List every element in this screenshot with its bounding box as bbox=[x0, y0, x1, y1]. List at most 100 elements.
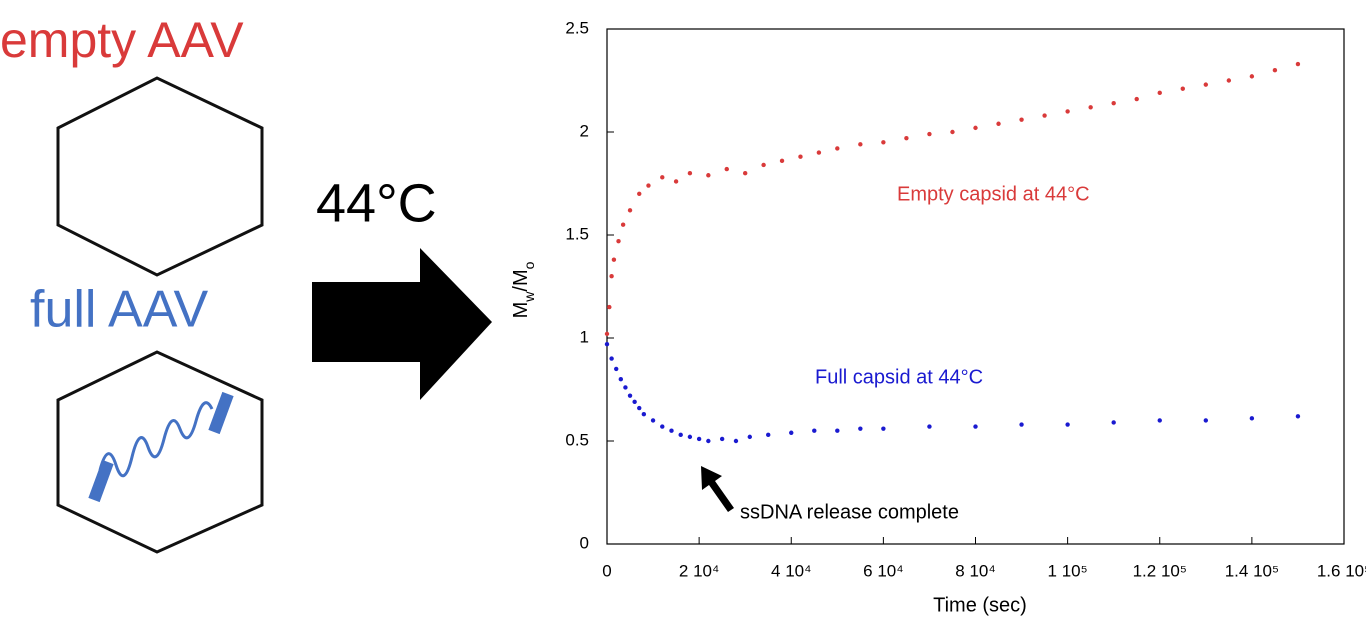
point bbox=[835, 146, 840, 151]
point bbox=[706, 438, 711, 444]
point bbox=[687, 171, 693, 176]
y-tick-label: 0 bbox=[580, 533, 589, 552]
empty-label: empty AAV bbox=[0, 12, 244, 68]
full-capsid bbox=[56, 350, 264, 554]
point bbox=[1226, 78, 1232, 83]
point bbox=[996, 121, 1001, 126]
point bbox=[673, 179, 679, 184]
point bbox=[1157, 90, 1162, 96]
point bbox=[1180, 86, 1185, 91]
x-tick-label: 0 bbox=[602, 561, 611, 580]
point bbox=[858, 426, 863, 431]
point bbox=[761, 162, 766, 168]
y-tick-label: 1 bbox=[580, 327, 589, 346]
x-tick-label: 1.4 10⁵ bbox=[1225, 561, 1279, 580]
x-tick-label: 1.2 10⁵ bbox=[1133, 561, 1187, 580]
point bbox=[1019, 117, 1024, 122]
point bbox=[1134, 96, 1139, 102]
x-tick-label: 8 10⁴ bbox=[955, 561, 995, 580]
point bbox=[604, 331, 610, 337]
point bbox=[1111, 420, 1116, 425]
condition-label: 44°C bbox=[316, 173, 437, 233]
point bbox=[798, 154, 803, 159]
plot-frame bbox=[606, 28, 1345, 545]
annotation: Full capsid at 44°C bbox=[815, 366, 983, 388]
point bbox=[816, 150, 822, 155]
point bbox=[614, 366, 619, 372]
point bbox=[604, 341, 610, 347]
point bbox=[696, 436, 702, 442]
point bbox=[1065, 109, 1070, 114]
point bbox=[950, 129, 955, 135]
point bbox=[1203, 82, 1209, 87]
point bbox=[881, 426, 886, 431]
point bbox=[1111, 100, 1116, 106]
point bbox=[607, 304, 612, 310]
x-tick-label: 1 10⁵ bbox=[1048, 561, 1088, 580]
point bbox=[973, 424, 978, 429]
ylabel-part: M bbox=[510, 302, 532, 319]
ylabel-part: o bbox=[521, 261, 537, 269]
point bbox=[616, 238, 621, 244]
point bbox=[1203, 418, 1209, 423]
point bbox=[973, 125, 978, 131]
y-axis-label: Mw/Mo bbox=[510, 261, 536, 318]
y-tick-label: 1.5 bbox=[565, 224, 589, 243]
point bbox=[835, 428, 840, 433]
point bbox=[724, 166, 729, 172]
point bbox=[747, 434, 752, 440]
annotation-arrow bbox=[701, 466, 734, 512]
annotation: Empty capsid at 44°C bbox=[897, 183, 1090, 205]
ylabel-part: /M bbox=[510, 269, 532, 291]
point bbox=[620, 222, 626, 227]
point bbox=[618, 377, 624, 382]
point bbox=[609, 356, 614, 361]
point bbox=[1249, 416, 1255, 421]
point bbox=[812, 428, 817, 433]
point bbox=[881, 140, 886, 145]
point bbox=[719, 436, 725, 442]
point bbox=[927, 424, 932, 429]
dna-strand bbox=[98, 401, 214, 478]
point bbox=[660, 424, 665, 429]
x-tick-label: 1.6 10⁵ bbox=[1317, 561, 1366, 580]
point bbox=[1042, 113, 1047, 118]
point bbox=[623, 385, 628, 390]
point bbox=[1272, 68, 1278, 73]
point bbox=[637, 405, 642, 411]
point bbox=[789, 430, 794, 435]
point bbox=[660, 175, 665, 180]
point bbox=[650, 418, 656, 423]
empty-capsid bbox=[56, 76, 264, 277]
point bbox=[927, 131, 932, 137]
point bbox=[706, 173, 711, 178]
point bbox=[641, 412, 647, 417]
point bbox=[637, 191, 642, 196]
annotation: ssDNA release complete bbox=[740, 501, 959, 523]
x-tick-label: 4 10⁴ bbox=[771, 561, 811, 580]
point bbox=[632, 399, 637, 405]
point bbox=[1065, 422, 1070, 427]
point bbox=[779, 158, 785, 164]
x-axis-label: Time (sec) bbox=[933, 594, 1027, 616]
point bbox=[733, 438, 739, 444]
point bbox=[1249, 74, 1255, 79]
y-tick-label: 2 bbox=[580, 121, 589, 140]
point bbox=[611, 257, 617, 262]
point bbox=[1019, 422, 1024, 427]
point bbox=[627, 208, 633, 213]
point bbox=[1088, 105, 1093, 110]
y-tick-label: 0.5 bbox=[565, 430, 589, 449]
dna-end bbox=[88, 459, 114, 503]
point bbox=[669, 428, 674, 433]
point bbox=[678, 432, 683, 438]
point bbox=[904, 135, 909, 141]
point bbox=[627, 393, 633, 398]
point bbox=[1295, 414, 1301, 419]
point bbox=[858, 142, 863, 147]
dna-end bbox=[208, 391, 234, 435]
point bbox=[1157, 418, 1162, 423]
point bbox=[646, 183, 651, 188]
point bbox=[609, 274, 614, 279]
